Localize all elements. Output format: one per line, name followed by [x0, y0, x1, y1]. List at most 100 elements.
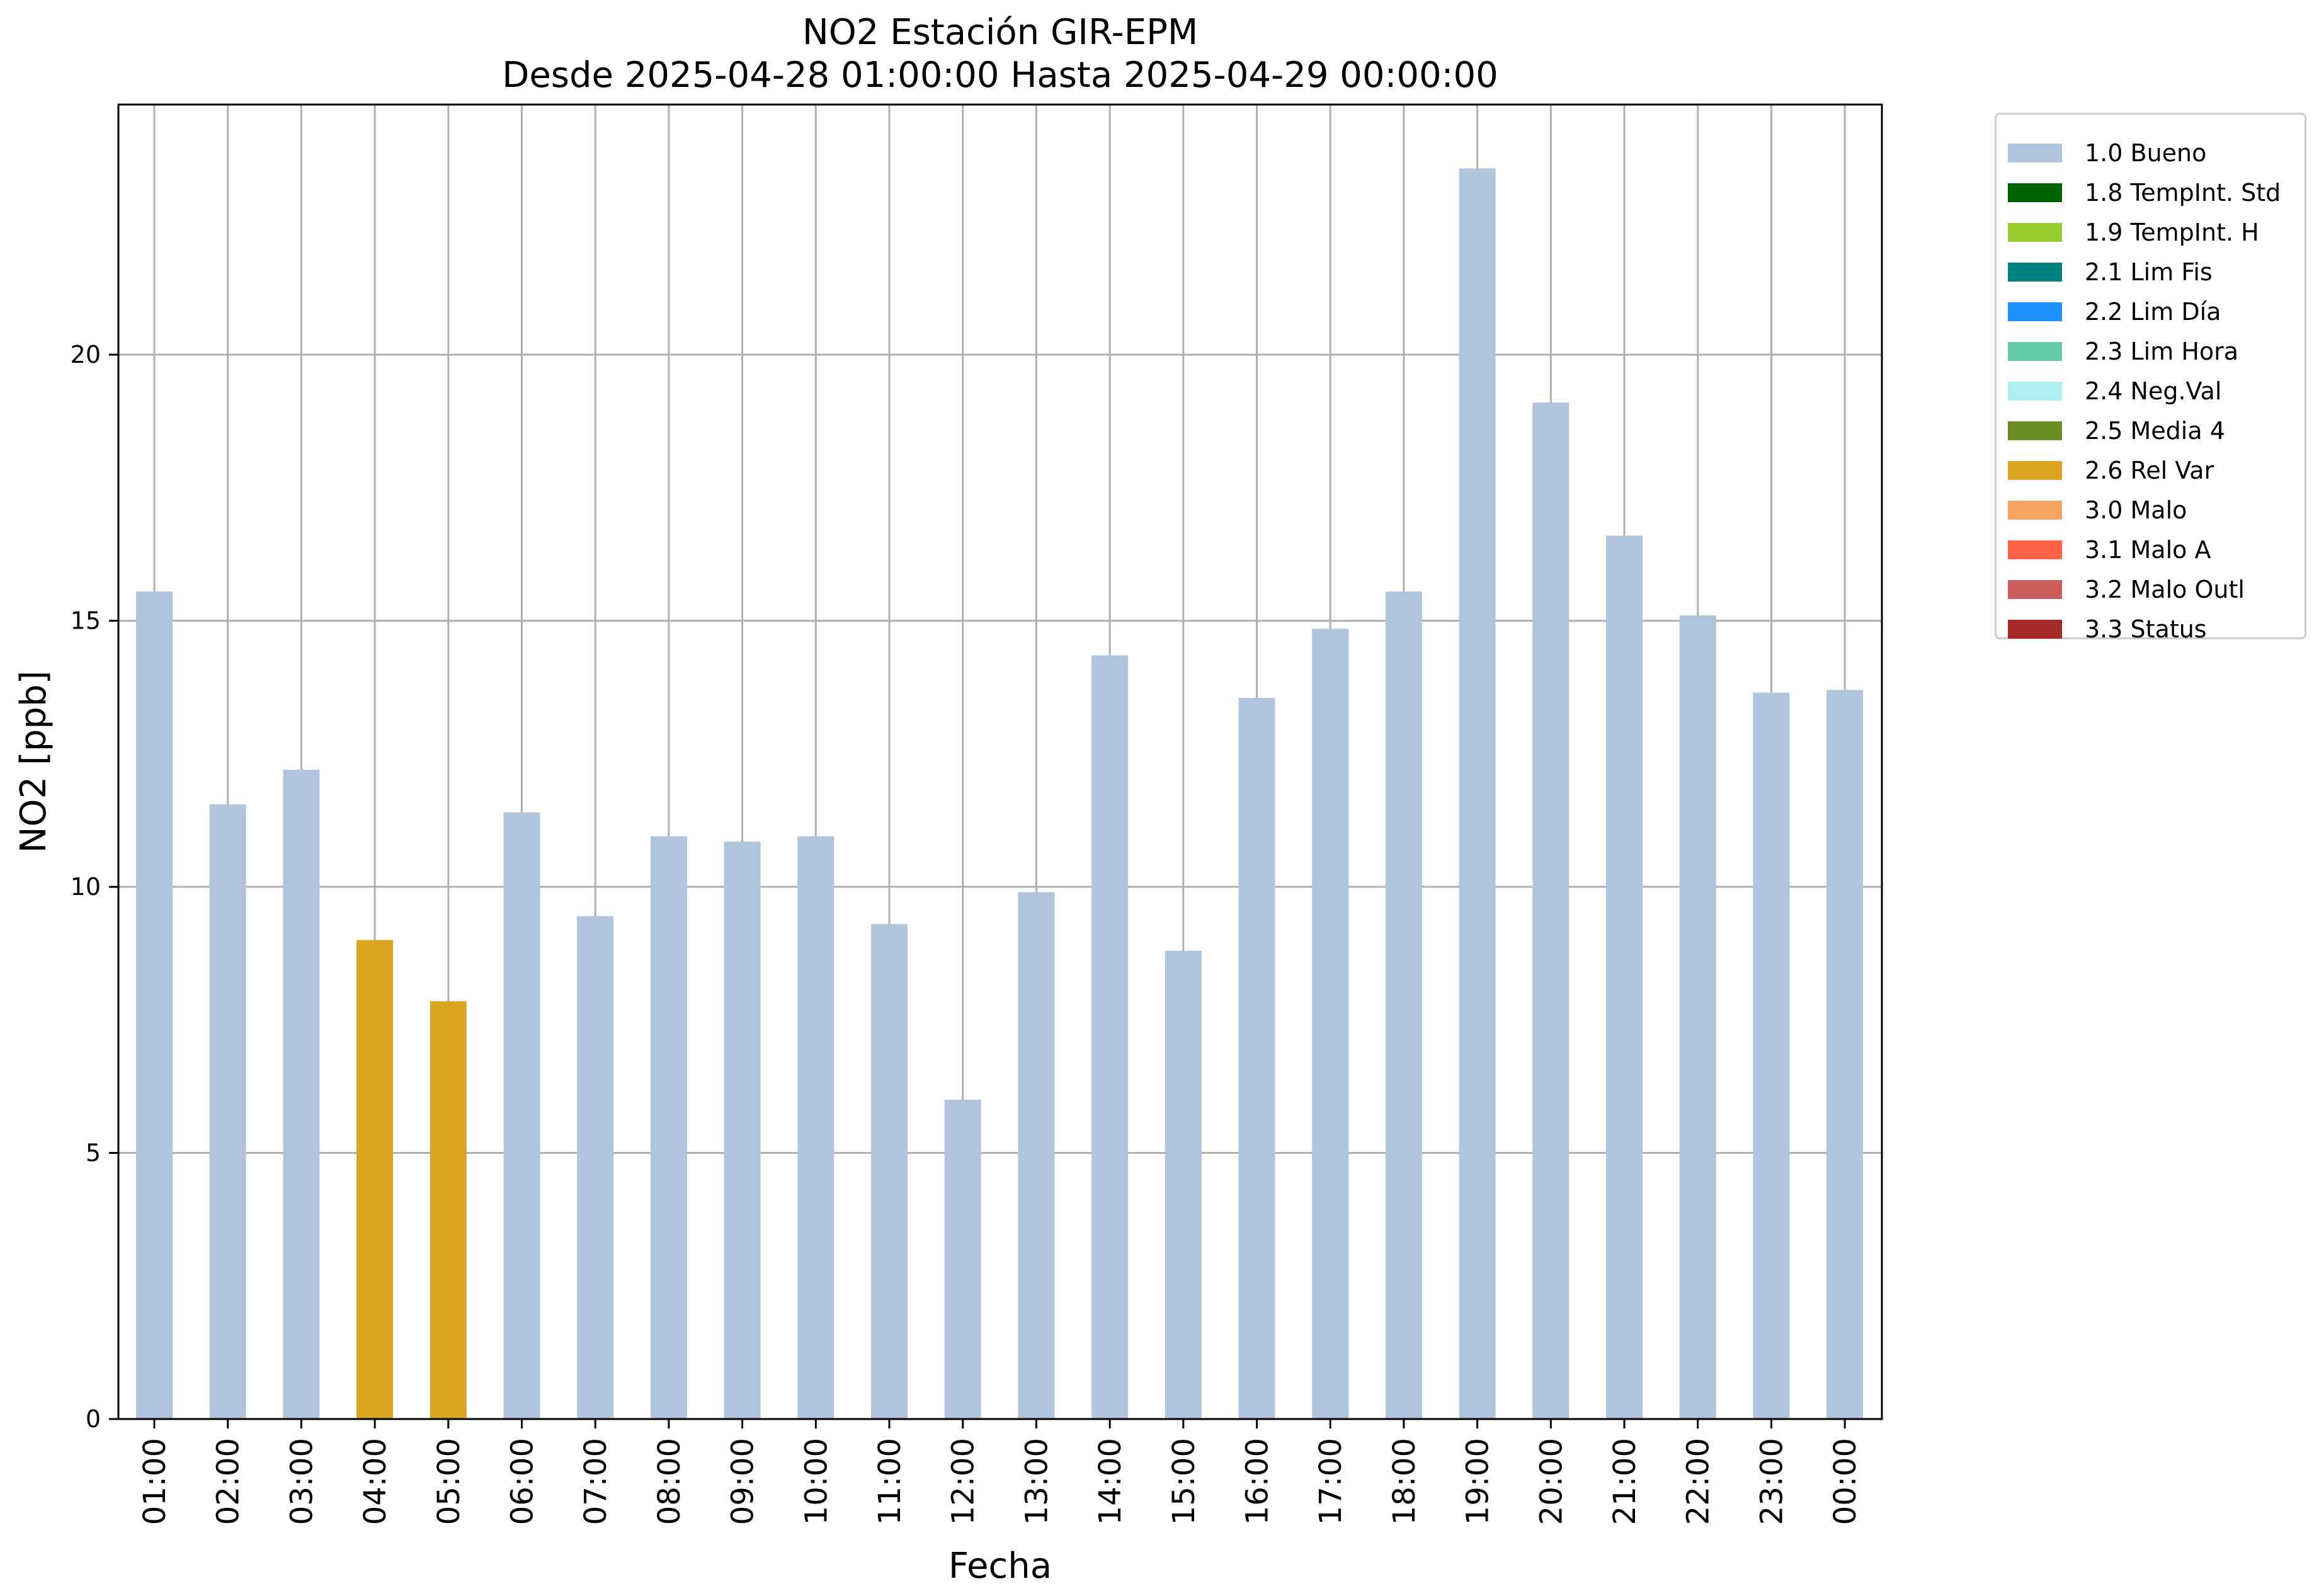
legend-item: 2.3 Lim Hora [2008, 331, 2238, 371]
y-tick-label: 15 [71, 607, 101, 635]
legend-item: 3.2 Malo Outl [2008, 569, 2245, 609]
bar-0600 [503, 812, 540, 1419]
x-tick-label: 12:00 [946, 1438, 981, 1525]
bar-0900 [724, 841, 761, 1419]
x-tick-label: 13:00 [1019, 1438, 1054, 1525]
bar-1900 [1459, 168, 1496, 1419]
legend-item: 1.9 TempInt. H [2008, 212, 2259, 252]
bar-2100 [1606, 535, 1643, 1419]
legend-swatch [2008, 500, 2062, 520]
x-tick-label: 14:00 [1093, 1438, 1128, 1525]
legend-label: 2.4 Neg.Val [2085, 377, 2222, 405]
legend-label: 2.5 Media 4 [2085, 416, 2225, 445]
legend-item: 3.1 Malo A [2008, 530, 2211, 569]
legend-label: 3.3 Status [2085, 615, 2207, 643]
x-tick-label: 16:00 [1240, 1438, 1275, 1525]
bar-1200 [944, 1100, 981, 1419]
legend-label: 2.6 Rel Var [2085, 456, 2214, 484]
x-tick-label: 02:00 [211, 1438, 246, 1525]
bar-1100 [871, 924, 908, 1419]
bar-0100 [136, 591, 173, 1420]
bar-1700 [1312, 629, 1349, 1420]
legend-swatch [2008, 262, 2062, 282]
bar-1500 [1165, 950, 1202, 1419]
legend-label: 2.3 Lim Hora [2085, 337, 2239, 365]
y-axis: 0 5 10 15 20 [71, 341, 118, 1433]
y-tick-label: 0 [86, 1405, 101, 1433]
bar-1300 [1018, 892, 1055, 1419]
legend-swatch [2008, 619, 2062, 639]
legend-swatch [2008, 222, 2062, 242]
legend-swatch [2008, 143, 2062, 162]
legend-swatch [2008, 341, 2062, 361]
x-tick-label: 19:00 [1461, 1438, 1496, 1525]
legend-item: 1.0 Bueno [2008, 133, 2206, 173]
legend-swatch [2008, 381, 2062, 401]
legend-swatch [2008, 421, 2062, 440]
legend-swatch [2008, 540, 2062, 559]
bar-0300 [283, 770, 320, 1419]
legend-label: 3.1 Malo A [2085, 535, 2211, 564]
legend-swatch [2008, 460, 2062, 480]
y-tick-label: 20 [71, 341, 101, 368]
legend-label: 1.9 TempInt. H [2085, 218, 2259, 246]
x-tick-label: 20:00 [1534, 1438, 1569, 1525]
bar-0000 [1826, 690, 1864, 1419]
x-axis-label: Fecha [949, 1546, 1052, 1587]
legend-item: 1.8 TempInt. Std [2008, 173, 2281, 212]
legend-item: 3.0 Malo [2008, 490, 2187, 530]
y-axis-label: NO2 [ppb] [13, 671, 54, 853]
x-tick-label: 01:00 [137, 1438, 173, 1525]
legend-label: 2.2 Lim Día [2085, 297, 2221, 326]
legend-label: 3.2 Malo Outl [2085, 575, 2245, 603]
y-tick-label: 5 [86, 1139, 101, 1167]
bar-1400 [1091, 655, 1129, 1419]
bar-0800 [650, 836, 687, 1419]
chart-title: NO2 Estación GIR-EPM [802, 12, 1199, 53]
x-tick-label: 10:00 [799, 1438, 834, 1525]
x-tick-label: 22:00 [1681, 1438, 1716, 1525]
chart-subtitle: Desde 2025-04-28 01:00:00 Hasta 2025-04-… [502, 55, 1498, 96]
plot-frame [117, 103, 1883, 1420]
bar-2200 [1679, 615, 1716, 1419]
bar-0700 [577, 916, 614, 1419]
legend-item: 2.5 Media 4 [2008, 411, 2225, 450]
x-tick-label: 11:00 [872, 1438, 908, 1525]
x-tick-label: 18:00 [1387, 1438, 1422, 1525]
legend-item: 2.6 Rel Var [2008, 450, 2214, 490]
legend-swatch [2008, 302, 2062, 321]
x-tick-label: 15:00 [1166, 1438, 1202, 1525]
legend: 1.0 Bueno 1.8 TempInt. Std 1.9 TempInt. H 2… [1995, 113, 2306, 643]
legend-item: 2.1 Lim Fis [2008, 252, 2213, 292]
x-tick-label: 08:00 [652, 1438, 687, 1525]
x-tick-label: 04:00 [358, 1438, 393, 1525]
x-tick-label: 03:00 [284, 1438, 319, 1525]
legend-label: 1.8 TempInt. Std [2085, 178, 2281, 207]
bar-0500 [430, 1001, 467, 1419]
legend-swatch [2008, 183, 2062, 202]
x-tick-label: 23:00 [1754, 1438, 1789, 1525]
legend-item: 2.4 Neg.Val [2008, 371, 2221, 411]
bar-2300 [1753, 692, 1790, 1419]
bar-1600 [1238, 698, 1275, 1419]
legend-label: 1.0 Bueno [2085, 139, 2207, 167]
x-tick-label: 06:00 [505, 1438, 540, 1525]
legend-swatch [2008, 579, 2062, 599]
x-axis: 01:00 02:00 03:00 04:00 05:00 06:00 07:00 08:00… [137, 1419, 1863, 1525]
legend-item: 3.3 Status [2008, 609, 2207, 649]
legend-label: 2.1 Lim Fis [2085, 258, 2213, 286]
x-tick-label: 21:00 [1607, 1438, 1643, 1525]
bar-2000 [1532, 402, 1570, 1419]
bar-1000 [797, 836, 835, 1419]
x-tick-label: 07:00 [578, 1438, 613, 1525]
bar-0400 [356, 940, 394, 1419]
bars [136, 168, 1864, 1420]
bar-0200 [209, 804, 246, 1419]
legend-item: 2.2 Lim Día [2008, 292, 2221, 331]
y-tick-label: 10 [71, 873, 101, 901]
x-tick-label: 00:00 [1828, 1438, 1863, 1525]
bar-1800 [1385, 591, 1422, 1420]
x-tick-label: 09:00 [726, 1438, 761, 1525]
x-tick-label: 05:00 [431, 1438, 467, 1525]
